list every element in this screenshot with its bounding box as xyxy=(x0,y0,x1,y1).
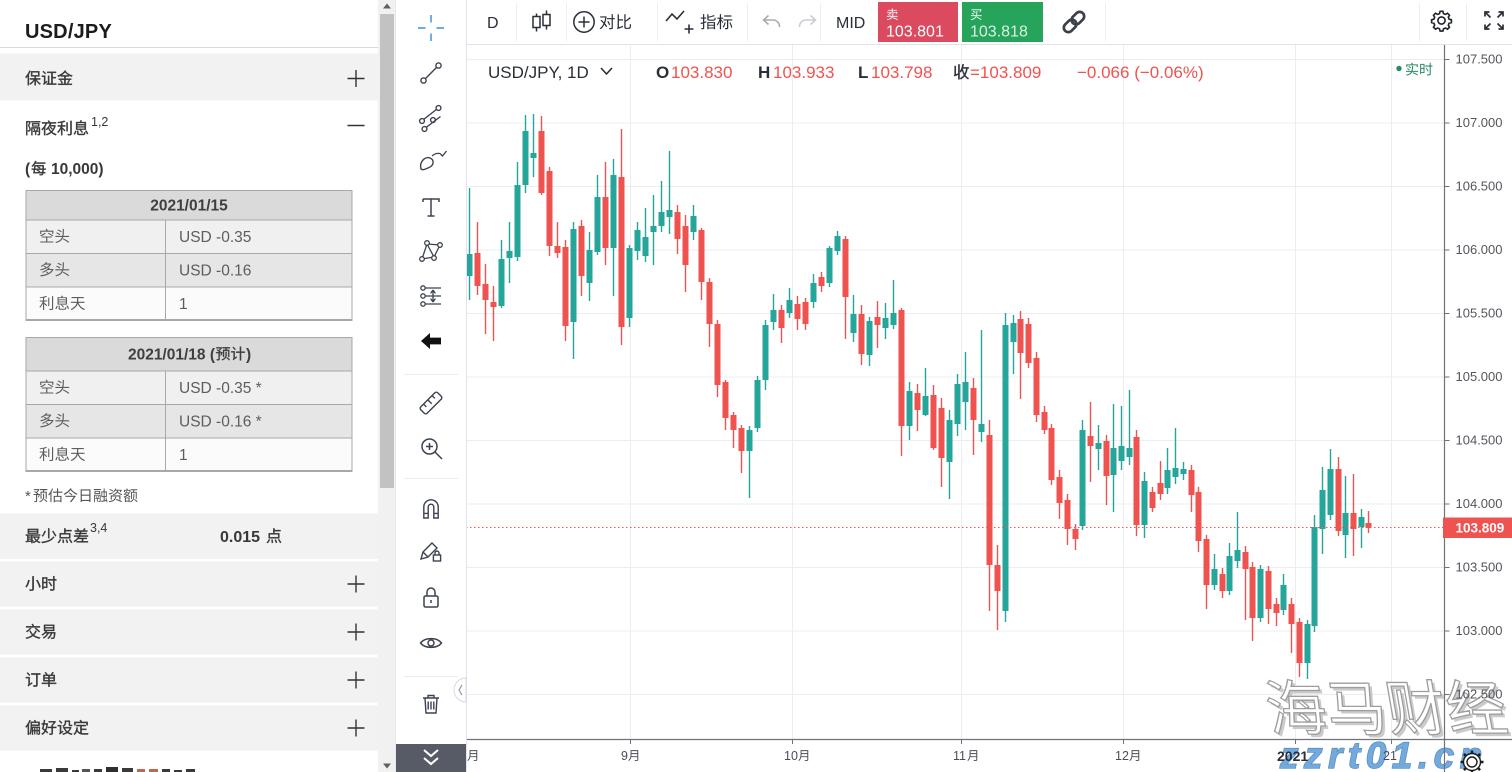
svg-text:1,2: 1,2 xyxy=(91,115,108,129)
svg-text:104.000: 104.000 xyxy=(1456,496,1503,511)
svg-text:103.801: 103.801 xyxy=(886,24,944,41)
svg-text:103.798: 103.798 xyxy=(871,63,932,82)
svg-text:10,000): 10,000) xyxy=(51,161,104,178)
svg-text:3,4: 3,4 xyxy=(90,521,107,535)
svg-text:): ) xyxy=(246,346,251,363)
svg-text:1: 1 xyxy=(179,296,188,313)
svg-text:103.500: 103.500 xyxy=(1456,560,1503,575)
svg-text:106.500: 106.500 xyxy=(1456,179,1503,194)
svg-text:USD -0.16: USD -0.16 xyxy=(179,262,251,279)
svg-text:0.015: 0.015 xyxy=(220,529,260,546)
svg-text:2021: 2021 xyxy=(1277,748,1308,764)
svg-text:(: ( xyxy=(25,161,31,178)
svg-text:*: * xyxy=(25,488,31,505)
svg-text:21: 21 xyxy=(1383,749,1397,763)
svg-text:103.818: 103.818 xyxy=(970,24,1028,41)
svg-text:USD -0.16 *: USD -0.16 * xyxy=(179,413,262,430)
svg-text:USD/JPY, 1D: USD/JPY, 1D xyxy=(488,63,589,82)
svg-text:L: L xyxy=(858,63,868,82)
svg-text:103.830: 103.830 xyxy=(671,63,732,82)
svg-text:O: O xyxy=(656,63,669,82)
svg-text:105.500: 105.500 xyxy=(1456,306,1503,321)
svg-text:10: 10 xyxy=(784,749,798,763)
svg-text:11: 11 xyxy=(953,749,966,763)
svg-text:103.933: 103.933 xyxy=(773,63,834,82)
svg-text:107.500: 107.500 xyxy=(1456,52,1503,67)
svg-text:104.500: 104.500 xyxy=(1456,433,1503,448)
svg-text:102.500: 102.500 xyxy=(1456,687,1503,702)
svg-text:103.000: 103.000 xyxy=(1456,623,1503,638)
svg-text:−0.066 (−0.06%): −0.066 (−0.06%) xyxy=(1077,63,1204,82)
svg-text:USD -0.35: USD -0.35 xyxy=(179,229,251,246)
svg-text:H: H xyxy=(758,63,770,82)
svg-text:USD/JPY: USD/JPY xyxy=(25,21,112,43)
svg-text:MID: MID xyxy=(836,15,865,32)
svg-text:12: 12 xyxy=(1115,749,1129,763)
svg-text:USD -0.35 *: USD -0.35 * xyxy=(179,380,262,397)
svg-text:2021/01/15: 2021/01/15 xyxy=(150,197,228,214)
svg-text:107.000: 107.000 xyxy=(1456,115,1503,130)
svg-text:106.000: 106.000 xyxy=(1456,242,1503,257)
svg-text:1: 1 xyxy=(179,447,188,464)
svg-text:=103.809: =103.809 xyxy=(970,63,1041,82)
svg-text:103.809: 103.809 xyxy=(1456,521,1505,536)
svg-text:zzrt01.cn: zzrt01.cn xyxy=(1279,735,1488,772)
svg-text:2021/01/18 (: 2021/01/18 ( xyxy=(128,346,216,363)
svg-text:105.000: 105.000 xyxy=(1456,369,1503,384)
svg-text:D: D xyxy=(487,15,499,32)
svg-text:9: 9 xyxy=(621,749,628,763)
